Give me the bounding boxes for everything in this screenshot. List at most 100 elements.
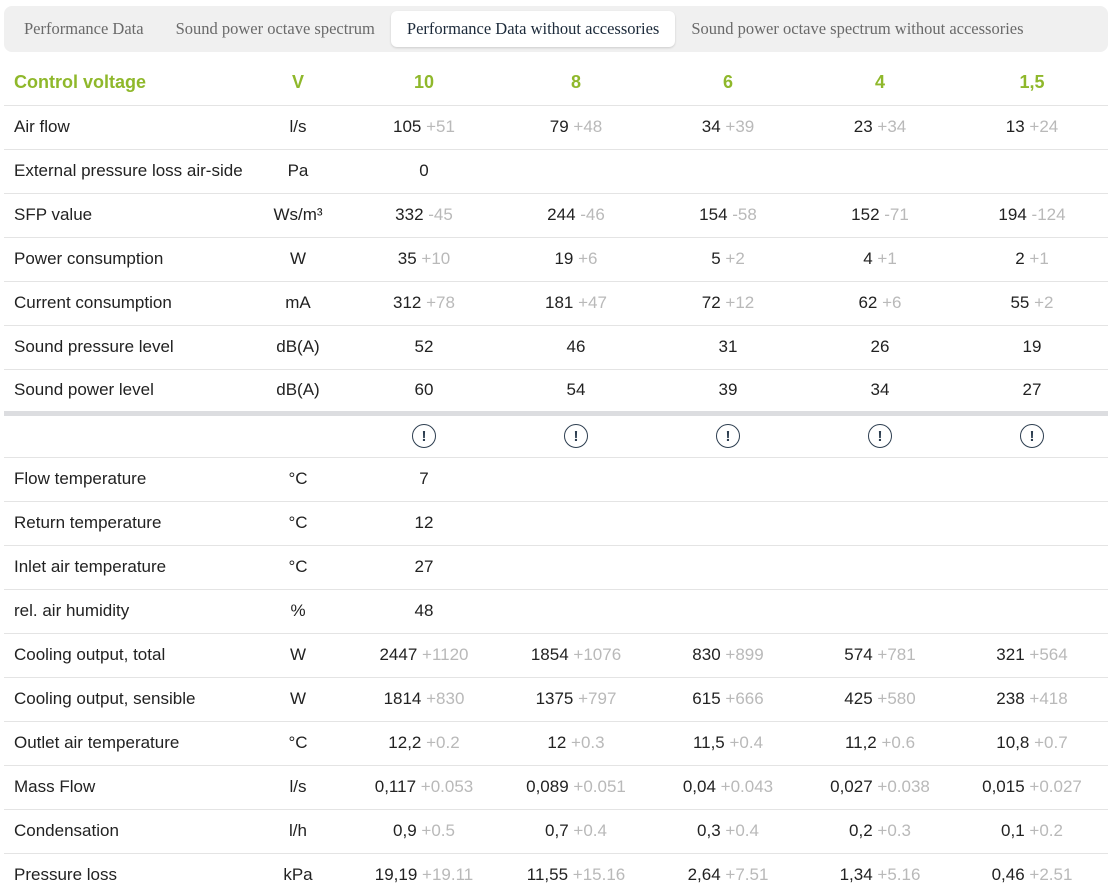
value-cell: [652, 501, 804, 546]
cell-delta: +0.3: [877, 821, 911, 840]
cell-value: 0,04: [682, 777, 716, 796]
row-label: Mass Flow: [4, 765, 248, 810]
cell-value: 0: [419, 161, 429, 180]
cell-value: 0,7: [545, 821, 569, 840]
info-row: ! ! ! ! !: [4, 413, 1108, 458]
info-icon[interactable]: !: [564, 424, 588, 448]
value-cell: 1375 +797: [500, 677, 652, 722]
table-row-sound-power-level: Sound power level dB(A) 60 54 39 34 27: [4, 369, 1108, 416]
table-row-air-flow: Air flow l/s 105 +51 79 +48 34 +39 23 +34 13 +…: [4, 105, 1108, 150]
value-cell: 332 -45: [348, 193, 500, 238]
cell-delta: +15.16: [572, 865, 626, 884]
value-cell: 0,1 +0.2: [956, 809, 1108, 854]
value-cell: 55 +2: [956, 281, 1108, 326]
cell-value: 0,117: [374, 777, 417, 796]
cell-value: 1375: [535, 689, 574, 708]
value-cell: 425 +580: [804, 677, 956, 722]
cell-value: 12,2: [388, 733, 422, 752]
value-cell: 12 +0.3: [500, 721, 652, 766]
cell-delta: +0.051: [573, 777, 626, 796]
voltage-value: 6: [652, 61, 804, 106]
table-row-sound-pressure-level: Sound pressure level dB(A) 52 46 31 26 19: [4, 325, 1108, 370]
row-label: Condensation: [4, 809, 248, 854]
cell-value: 34: [870, 380, 890, 399]
info-icon[interactable]: !: [868, 424, 892, 448]
value-cell: 0: [348, 149, 500, 194]
value-cell: [804, 545, 956, 590]
tab-sound-power-octave-spectrum[interactable]: Sound power octave spectrum: [175, 19, 375, 38]
row-unit: kPa: [248, 853, 348, 896]
cell-value: 27: [1022, 380, 1042, 399]
cell-value: 11,5: [692, 733, 725, 752]
cell-value: 12: [547, 733, 567, 752]
cell-value: 11,2: [844, 733, 877, 752]
header-row: Control voltage V 10 8 6 4 1,5: [4, 61, 1108, 106]
tab-bar: Performance Data Sound power octave spec…: [4, 6, 1108, 52]
info-icon[interactable]: !: [1020, 424, 1044, 448]
row-label: SFP value: [4, 193, 248, 238]
row-unit: dB(A): [248, 369, 348, 416]
value-cell: 0,9 +0.5: [348, 809, 500, 854]
row-unit: W: [248, 237, 348, 282]
tab-performance-data[interactable]: Performance Data: [24, 19, 144, 38]
value-cell: [652, 545, 804, 590]
value-cell: [804, 149, 956, 194]
cell-delta: +418: [1029, 689, 1068, 708]
value-cell: [956, 457, 1108, 502]
cell-delta: +78: [426, 293, 455, 312]
row-unit: l/s: [248, 105, 348, 150]
value-cell: 194 -124: [956, 193, 1108, 238]
value-cell: [500, 457, 652, 502]
cell-delta: +48: [573, 117, 603, 136]
cell-value: 2,64: [687, 865, 721, 884]
row-label: External pressure loss air-side: [4, 149, 248, 194]
cell-value: 72: [701, 293, 721, 312]
cell-value: 321: [996, 645, 1025, 664]
cell-value: 27: [414, 557, 434, 576]
value-cell: 0,46 +2.51: [956, 853, 1108, 896]
cell-value: 10,8: [996, 733, 1030, 752]
cell-delta: +0.2: [1029, 821, 1063, 840]
row-label: Cooling output, total: [4, 633, 248, 678]
cell-delta: +47: [578, 293, 607, 312]
value-cell: 62 +6: [804, 281, 956, 326]
info-icon[interactable]: !: [716, 424, 740, 448]
value-cell: 31: [652, 325, 804, 370]
value-cell: 27: [348, 545, 500, 590]
value-cell: 11,55 +15.16: [500, 853, 652, 896]
cell-delta: +830: [426, 689, 465, 708]
value-cell: 54: [500, 369, 652, 416]
tab-performance-data-without-accessories[interactable]: Performance Data without accessories: [390, 11, 676, 47]
info-icon[interactable]: !: [412, 424, 436, 448]
cell-delta: +0.043: [720, 777, 774, 796]
value-cell: 27: [956, 369, 1108, 416]
row-label: Inlet air temperature: [4, 545, 248, 590]
cell-value: 31: [718, 337, 738, 356]
row-label: Pressure loss: [4, 853, 248, 896]
value-cell: 5 +2: [652, 237, 804, 282]
value-cell: 105 +51: [348, 105, 500, 150]
cell-value: 39: [718, 380, 738, 399]
cell-value: 5: [711, 249, 721, 268]
cell-delta: +39: [725, 117, 755, 136]
table-row-condensation: Condensation l/h 0,9 +0.5 0,7 +0.4 0,3 +0.4 0…: [4, 809, 1108, 854]
voltage-value: 1,5: [956, 61, 1108, 106]
table-row-sfp-value: SFP value Ws/m³ 332 -45 244 -46 154 -58 152 -…: [4, 193, 1108, 238]
cell-value: 34: [701, 117, 721, 136]
table-row-inlet-air-temperature: Inlet air temperature °C 27: [4, 545, 1108, 590]
value-cell: 2 +1: [956, 237, 1108, 282]
table-row-return-temperature: Return temperature °C 12: [4, 501, 1108, 546]
row-label: Outlet air temperature: [4, 721, 248, 766]
value-cell: [500, 149, 652, 194]
row-label: Current consumption: [4, 281, 248, 326]
cell-value: 0,089: [526, 777, 569, 796]
cell-value: 152: [851, 205, 880, 224]
cell-value: 194: [998, 205, 1027, 224]
cell-delta: +51: [426, 117, 455, 136]
row-unit: Pa: [248, 149, 348, 194]
row-unit: °C: [248, 545, 348, 590]
value-cell: 615 +666: [652, 677, 804, 722]
tab-sound-power-octave-spectrum-without-accessories[interactable]: Sound power octave spectrum without acce…: [691, 19, 1024, 38]
table-row-outlet-air-temperature: Outlet air temperature °C 12,2 +0.2 12 +0.3…: [4, 721, 1108, 766]
value-cell: 244 -46: [500, 193, 652, 238]
